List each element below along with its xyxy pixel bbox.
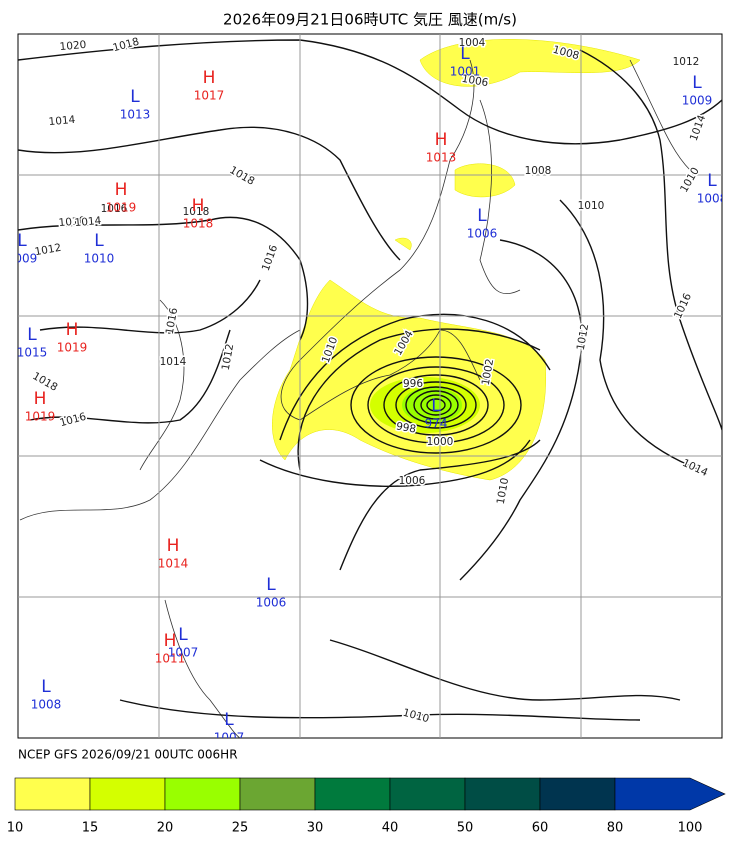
colorbar: 10 15 20 25 30 40 50 60 80 100: [7, 777, 726, 836]
center-symbol: H: [66, 320, 79, 340]
center-symbol: H: [34, 389, 47, 409]
center-pressure: 1013: [120, 108, 151, 122]
center-symbol: H: [167, 536, 180, 556]
center-symbol: H: [435, 130, 448, 150]
isobar-label: 1014: [48, 114, 76, 128]
center-pressure: 1019: [106, 201, 137, 215]
center-symbol: L: [692, 73, 702, 93]
center-symbol: L: [460, 44, 470, 64]
isobar-label: 1008: [525, 165, 552, 177]
center-symbol: L: [17, 231, 27, 251]
colorbar-tick-label: 30: [307, 821, 324, 836]
center-symbol: L: [431, 396, 441, 416]
isobar-label: 1012: [34, 242, 62, 258]
isobar-label: 1014: [74, 215, 102, 229]
colorbar-tick-label: 80: [607, 821, 624, 836]
center-symbol: H: [115, 180, 128, 200]
isobar-label: 1004: [459, 37, 486, 49]
center-symbol: L: [178, 625, 188, 645]
center-symbol: L: [707, 171, 717, 191]
colorbar-tick-label: 50: [457, 821, 474, 836]
isobar-label: 1018: [183, 206, 210, 218]
center-pressure: 1009: [682, 94, 713, 108]
center-symbol: L: [224, 710, 234, 730]
isobar-label: 1020: [59, 39, 87, 53]
center-pressure: 1008: [697, 192, 728, 206]
colorbar-tick-label: 15: [82, 821, 99, 836]
center-pressure: 1019: [25, 410, 56, 424]
center-pressure: 1007: [214, 731, 245, 745]
isobar-label: 1002: [480, 358, 496, 386]
center-pressure: 1001: [450, 65, 481, 79]
center-symbol: L: [94, 231, 104, 251]
colorbar-segment: [239, 777, 316, 811]
colorbar-tick-label: 60: [532, 821, 549, 836]
isobar-label: 1016: [58, 215, 86, 229]
center-pressure: 1006: [256, 596, 287, 610]
center-symbol: H: [192, 196, 205, 216]
isobar-label: 1014: [160, 356, 187, 368]
colorbar-tick-label: 20: [157, 821, 174, 836]
isobar-label: 1012: [673, 56, 700, 68]
center-pressure: 974: [425, 417, 448, 431]
colorbar-tick-label: 25: [232, 821, 249, 836]
center-pressure: 1015: [17, 346, 48, 360]
colorbar-segment: [164, 777, 241, 811]
center-pressure: 1008: [31, 698, 62, 712]
isobar-label: 998: [395, 420, 417, 435]
center-pressure: 1007: [168, 646, 199, 660]
center-symbol: H: [164, 631, 177, 651]
colorbar-tick-label: 10: [7, 821, 24, 836]
isobar-label: 996: [403, 378, 423, 390]
center-pressure: 1017: [194, 89, 225, 103]
center-pressure: 1009: [7, 252, 38, 266]
footer-source: NCEP GFS 2026/09/21 00UTC 006HR: [18, 748, 238, 762]
center-pressure: 1010: [84, 252, 115, 266]
center-symbol: H: [203, 68, 216, 88]
center-symbol: L: [27, 325, 37, 345]
isobar-label: 1010: [578, 200, 605, 212]
isobars: [18, 39, 722, 721]
isobar-label: 1008: [525, 165, 552, 177]
colorbar-segment: [89, 777, 166, 811]
center-pressure: 1013: [426, 151, 457, 165]
center-symbol: L: [266, 575, 276, 595]
colorbar-segment: [539, 777, 616, 811]
colorbar-segment: [464, 777, 541, 811]
colorbar-tick-label: 100: [678, 821, 703, 836]
center-pressure: 1019: [57, 341, 88, 355]
center-pressure: 1014: [158, 557, 189, 571]
wind-shading-core: [402, 387, 462, 423]
lat-lon-grid: [18, 34, 722, 738]
isobar-label: 1000: [427, 436, 454, 448]
center-symbol: L: [130, 87, 140, 107]
colorbar-segment: [14, 777, 91, 811]
colorbar-tick-label: 40: [382, 821, 399, 836]
center-symbol: L: [477, 206, 487, 226]
title: 2026年09月21日06時UTC 気圧 風速(m/s): [223, 11, 517, 29]
isobar-label: 1006: [399, 475, 426, 487]
center-symbol: L: [41, 677, 51, 697]
colorbar-segment: [614, 777, 726, 811]
center-pressure: 1018: [183, 217, 214, 231]
isobar-label: 1016: [101, 203, 128, 215]
center-pressure: 1011: [155, 652, 186, 666]
colorbar-segment: [389, 777, 466, 811]
center-pressure: 1006: [467, 227, 498, 241]
colorbar-segment: [314, 777, 391, 811]
